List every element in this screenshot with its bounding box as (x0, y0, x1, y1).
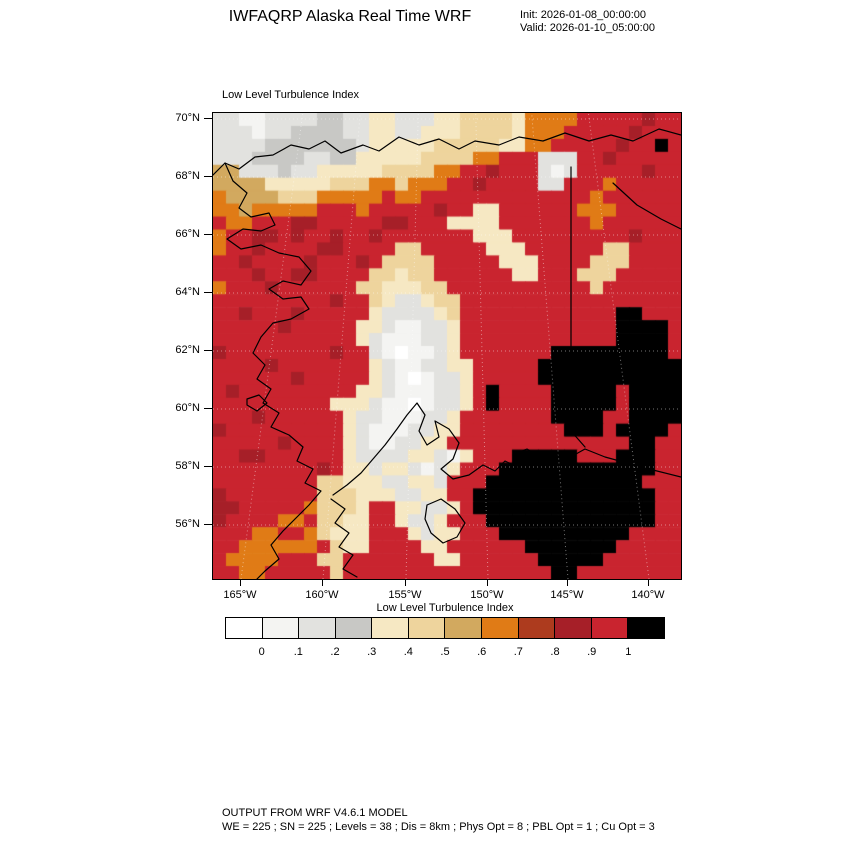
init-time: Init: 2026-01-08_00:00:00 (520, 9, 646, 21)
lon-tick-label: 165°W (223, 589, 257, 601)
longitude-gridline (587, 113, 650, 579)
colorbar-tick-label: .4 (403, 646, 413, 658)
colorbar-box (481, 617, 519, 639)
lat-tick (204, 523, 212, 525)
colorbar-tick-label: .3 (367, 646, 377, 658)
political-border (612, 182, 681, 230)
coastline (224, 162, 322, 579)
colorbar-tick-label: .2 (330, 646, 340, 658)
lat-tick-label: 58°N (175, 460, 200, 472)
lon-tick-label: 155°W (388, 589, 422, 601)
colorbar-tick-label: 1 (625, 646, 632, 658)
valid-time: Valid: 2026-01-10_05:00:00 (520, 22, 655, 34)
colorbar-tick-label: 0 (258, 646, 265, 658)
lat-tick (204, 233, 212, 235)
colorbar-tick-label: .8 (550, 646, 560, 658)
lat-tick (204, 117, 212, 119)
colorbar-tick-labels: 0 .1 .2 .3 .4 .5 .6 .7 .8 .9 1 (225, 646, 665, 660)
lat-tick-label: 70°N (175, 112, 200, 124)
colorbar-box (261, 617, 300, 639)
coastline (424, 498, 466, 544)
coastline (330, 498, 358, 578)
colorbar-title: Low Level Turbulence Index (376, 602, 514, 614)
colorbar-box (298, 617, 336, 639)
colorbar-box (627, 617, 665, 639)
colorbar-box (371, 617, 409, 639)
lat-tick-label: 66°N (175, 228, 200, 240)
map-panel (212, 112, 682, 580)
lon-tick (404, 579, 406, 586)
coastline (213, 128, 681, 176)
colorbar-tick-label: .5 (440, 646, 450, 658)
lat-tick (204, 349, 212, 351)
field-title: Low Level Turbulence Index (222, 89, 359, 101)
lat-tick (204, 407, 212, 409)
lon-tick-label: 140°W (631, 589, 665, 601)
lon-tick (486, 579, 488, 586)
run-info: Init: 2026-01-08_00:00:00 Valid: 2026-01… (520, 9, 655, 35)
colorbar (225, 617, 665, 639)
lat-tick-label: 60°N (175, 402, 200, 414)
colorbar-box (517, 617, 556, 639)
colorbar-box (554, 617, 592, 639)
lon-tick (321, 579, 323, 586)
longitude-gridline (531, 113, 569, 579)
lat-tick-label: 62°N (175, 344, 200, 356)
colorbar-tick-label: .6 (477, 646, 487, 658)
longitude-gridline (405, 113, 419, 579)
lon-tick-label: 150°W (470, 589, 504, 601)
lat-tick-label: 68°N (175, 170, 200, 182)
colorbar-box (444, 617, 483, 639)
longitude-gridline (322, 113, 361, 579)
colorbar-tick-label: .7 (513, 646, 523, 658)
lon-tick (239, 579, 241, 586)
coastline (246, 394, 268, 412)
lon-tick-label: 160°W (305, 589, 339, 601)
colorbar-tick-label: .1 (293, 646, 303, 658)
lat-tick-label: 64°N (175, 286, 200, 298)
turbulence-heatmap-canvas (213, 113, 681, 579)
lon-tick-label: 145°W (550, 589, 584, 601)
page-title: IWFAQRP Alaska Real Time WRF (228, 8, 472, 25)
colorbar-box (334, 617, 373, 639)
lat-tick-label: 56°N (175, 518, 200, 530)
lat-tick (204, 291, 212, 293)
longitude-gridline (475, 113, 489, 579)
lon-tick (566, 579, 568, 586)
lat-tick (204, 175, 212, 177)
political-border (570, 166, 586, 448)
footer-model-line: OUTPUT FROM WRF V4.6.1 MODEL (222, 807, 408, 819)
lon-tick (647, 579, 649, 586)
colorbar-tick-label: .9 (587, 646, 597, 658)
colorbar-box (590, 617, 629, 639)
colorbar-box (407, 617, 446, 639)
footer-config-line: WE = 225 ; SN = 225 ; Levels = 38 ; Dis … (222, 821, 655, 833)
coastline (332, 402, 681, 496)
longitude-gridline (240, 113, 304, 579)
colorbar-box (225, 617, 263, 639)
coastline-overlay (213, 113, 681, 579)
lat-tick (204, 465, 212, 467)
